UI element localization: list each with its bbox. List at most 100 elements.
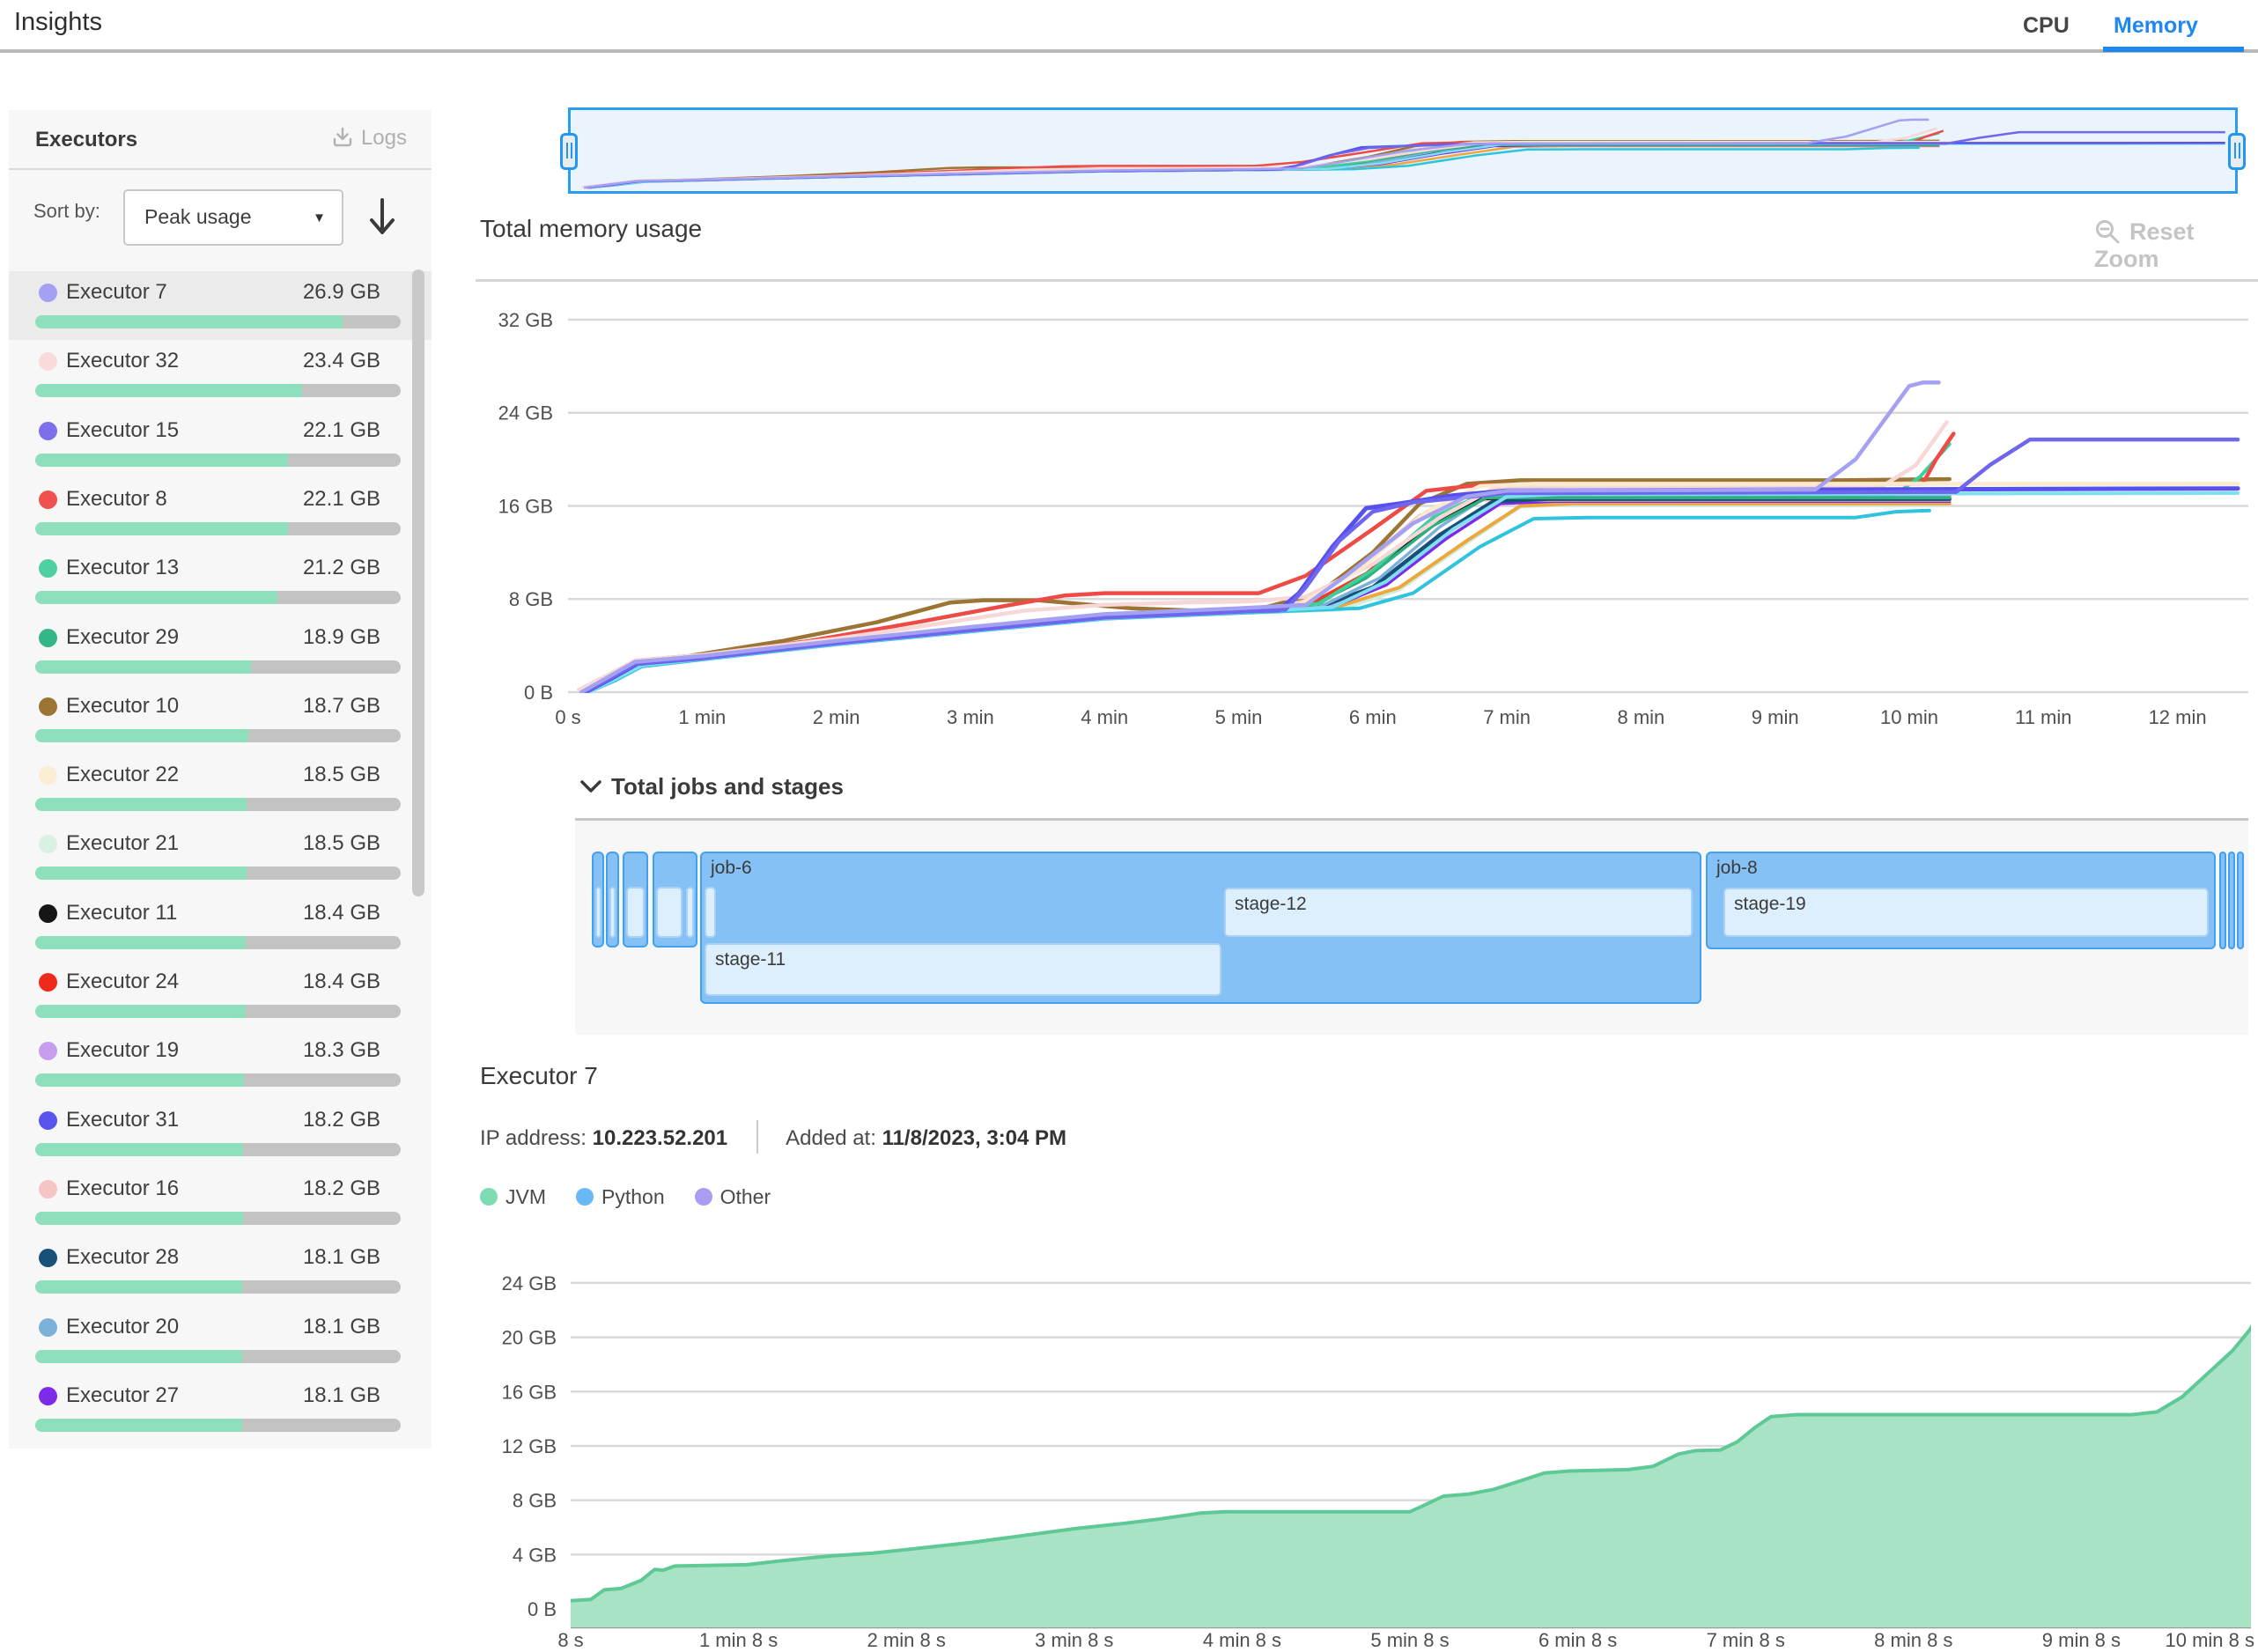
tab-cpu[interactable]: CPU [2023,13,2070,38]
executor-row[interactable]: Executor 10 18.7 GB [9,685,432,754]
executor-row[interactable]: Executor 13 21.2 GB [9,547,432,616]
executor-usage-bar [35,935,401,949]
executor-row[interactable]: Executor 11 18.4 GB [9,892,432,961]
executor-peak-value: 18.2 GB [302,1176,380,1200]
svg-text:2 min 8 s: 2 min 8 s [867,1629,946,1651]
legend-color-dot [694,1188,712,1206]
zoom-brush-overview[interactable] [560,107,2246,194]
executor-name: Executor 29 [66,624,180,649]
executor-usage-bar-fill [35,315,343,328]
executor-color-dot [39,903,57,923]
job-bar-label: job-6 [711,858,752,878]
executor-name: Executor 8 [66,486,167,511]
stage-bar[interactable]: stage-19 [1723,888,2209,937]
svg-text:10 min 8 s: 10 min 8 s [2166,1629,2255,1651]
executor-row[interactable]: Executor 16 18.2 GB [9,1168,432,1236]
executor-peak-value: 18.1 GB [302,1245,380,1270]
active-tab-underline [2103,47,2244,52]
executor-usage-bar-fill [35,728,249,742]
executor-row[interactable]: Executor 24 18.4 GB [9,961,432,1029]
executor-row[interactable]: Executor 31 18.2 GB [9,1099,432,1168]
executor-name: Executor 10 [66,693,180,718]
sort-direction-button[interactable] [365,191,400,244]
executor-name: Executor 24 [66,970,180,993]
executor-row[interactable]: Executor 29 18.9 GB [9,616,432,685]
svg-text:9 min 8 s: 9 min 8 s [2042,1629,2121,1651]
total-memory-line-chart[interactable]: 0 B 8 GB 16 GB 24 GB 32 GB 0 s 1 min 2 min 3 min… [476,291,2258,731]
legend-item[interactable]: JVM [480,1185,546,1208]
scrollbar-thumb[interactable] [412,269,424,896]
executor-row[interactable]: Executor 20 18.1 GB [9,1306,432,1375]
jobs-stages-section-toggle[interactable]: Total jobs and stages [579,773,844,800]
job-bar[interactable] [2237,852,2244,949]
executor-list: Executor 7 26.9 GB Executor 32 23.4 GB Execu… [9,271,432,1449]
sort-select[interactable]: Peak usage ▼ [123,189,343,246]
executor-usage-bar-fill [35,591,278,605]
stage-bar[interactable] [705,887,716,938]
executor-usage-bar-fill [35,1349,242,1363]
executor-color-dot [39,421,57,440]
stage-bar[interactable]: stage-12 [1224,888,1693,937]
stage-bar[interactable] [626,887,645,938]
executor-row[interactable]: Executor 7 26.9 GB [9,271,432,340]
executor-memory-area-chart[interactable]: 0 B 4 GB 8 GB 12 GB 16 GB 20 GB 24 GB 8 s 1 min … [476,1224,2258,1652]
executor-usage-bar [35,384,401,398]
svg-text:8 GB: 8 GB [509,588,553,610]
stage-bar-label: stage-11 [715,949,786,970]
executor-name: Executor 11 [66,900,178,925]
legend-label: JVM [505,1185,546,1208]
legend-color-dot [576,1188,594,1206]
stage-bar[interactable] [656,887,683,938]
executor-name: Executor 20 [66,1314,180,1339]
executor-color-dot [39,284,57,302]
executor-row[interactable]: Executor 15 22.1 GB [9,409,432,478]
executor-peak-value: 18.2 GB [302,1107,380,1132]
svg-text:1 min 8 s: 1 min 8 s [699,1629,778,1651]
executor-color-dot [39,1249,57,1268]
legend-item[interactable]: Python [576,1185,665,1208]
brush-handle-left[interactable] [560,133,578,170]
divider [9,168,432,170]
executor-usage-bar [35,521,401,535]
svg-text:4 GB: 4 GB [513,1544,557,1566]
executor-usage-bar-fill [35,1418,242,1432]
executor-color-dot [39,766,57,785]
divider [476,279,2258,282]
stage-bar[interactable] [595,887,601,938]
executor-usage-bar-fill [35,453,288,467]
executor-color-dot [39,559,57,579]
executor-usage-bar [35,867,401,881]
legend-item[interactable]: Other [694,1185,771,1208]
executor-row[interactable]: Executor 8 22.1 GB [9,478,432,547]
reset-zoom-label: Reset Zoom [2094,218,2195,272]
executor-peak-value: 18.1 GB [302,1314,380,1339]
executor-row[interactable]: Executor 28 18.1 GB [9,1236,432,1305]
executor-row[interactable]: Executor 21 18.5 GB [9,822,432,891]
svg-text:24 GB: 24 GB [502,1272,557,1294]
job-bar[interactable] [2219,852,2226,949]
executor-row[interactable]: Executor 19 18.3 GB [9,1029,432,1098]
job-bar[interactable] [2228,852,2235,949]
executor-peak-value: 18.4 GB [302,970,380,993]
brush-handle-right[interactable] [2228,133,2246,170]
svg-text:8 s: 8 s [557,1629,583,1651]
executors-panel-title: Executors [35,128,138,151]
executor-row[interactable]: Executor 22 18.5 GB [9,754,432,822]
svg-text:16 GB: 16 GB [502,1381,557,1403]
executor-row[interactable]: Executor 27 18.1 GB [9,1375,432,1443]
reset-zoom-button[interactable]: Reset Zoom [2094,218,2258,273]
executor-row[interactable]: Executor 32 23.4 GB [9,340,432,409]
stage-bar[interactable] [686,887,694,938]
executor-usage-bar [35,1073,401,1088]
svg-text:12 min: 12 min [2149,706,2207,728]
executor-color-dot [39,1386,57,1405]
chevron-down-icon: ▼ [313,210,326,225]
tab-memory[interactable]: Memory [2114,13,2198,38]
executor-usage-bar [35,1142,401,1156]
executor-usage-bar [35,1211,401,1225]
logs-button[interactable]: Logs [331,126,407,151]
stage-bar[interactable] [609,887,616,938]
executor-peak-value: 18.5 GB [302,831,380,856]
executor-usage-bar-fill [35,521,288,535]
stage-bar[interactable]: stage-11 [705,943,1221,996]
